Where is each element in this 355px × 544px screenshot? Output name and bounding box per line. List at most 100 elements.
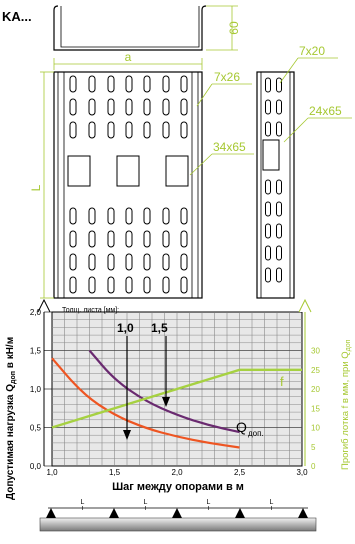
- slot: [88, 75, 96, 93]
- slot-small-label: 7x26: [214, 70, 240, 84]
- beam: [39, 517, 317, 532]
- slot: [88, 253, 96, 271]
- slot: [69, 121, 77, 139]
- tray-side-view: [256, 71, 295, 299]
- y-axis-arrow: [37, 298, 51, 313]
- side-slot: [265, 179, 271, 195]
- slot: [107, 253, 115, 271]
- slot: [180, 207, 188, 225]
- y2-tick-label: 20: [311, 385, 320, 394]
- slot: [107, 207, 115, 225]
- tray-profile: [53, 5, 207, 51]
- y-tick-label: 2,0: [30, 308, 42, 317]
- slot: [180, 230, 188, 248]
- slot: [125, 276, 133, 294]
- slot: [107, 121, 115, 139]
- x-tick-labels: 1,0 1,5 2,0 2,5 3,0: [46, 468, 308, 477]
- side-slot-small-callout: 7x20: [279, 44, 338, 84]
- height-label: 60: [227, 21, 241, 35]
- slot: [69, 75, 77, 93]
- series-lines: [51, 349, 302, 449]
- side-slot-small-label: 7x20: [299, 44, 325, 58]
- slot: [69, 207, 77, 225]
- slot: [107, 276, 115, 294]
- support-triangle: [109, 508, 119, 518]
- support-triangle: [235, 508, 245, 518]
- slot: [162, 98, 170, 116]
- slot: [88, 207, 96, 225]
- y-tick-label: 0,0: [30, 462, 42, 471]
- slot-large-callout: 34x65: [189, 140, 254, 176]
- slot: [125, 121, 133, 139]
- slot: [69, 253, 77, 271]
- y2-tick-labels: 0 5 10 15 20 25 30: [311, 347, 320, 472]
- side-slot: [265, 267, 271, 283]
- side-slot: [276, 121, 282, 137]
- y2-axis-title: Прогиб лотка f в мм, при Qдоп: [340, 339, 352, 470]
- side-slot: [265, 245, 271, 261]
- series-0-line: [51, 357, 240, 449]
- side-slot: [265, 99, 271, 115]
- slot: [125, 253, 133, 271]
- thickness-marker-1: 1,0: [117, 321, 134, 440]
- height-dimension: 60: [206, 5, 241, 51]
- load-chart: Толщ. листа [мм]: 0,0 0,5 1,0 1,5 2,0 0 5 10 15…: [5, 298, 352, 500]
- slot: [125, 207, 133, 225]
- side-slot: [276, 267, 282, 283]
- span-label: L: [81, 499, 85, 506]
- slot: [88, 230, 96, 248]
- slot: [162, 253, 170, 271]
- slot: [88, 276, 96, 294]
- slot: [69, 230, 77, 248]
- width-label: a: [125, 50, 132, 64]
- slot: [125, 230, 133, 248]
- x-axis-title: Шаг между опорами в м: [112, 481, 244, 493]
- slot: [125, 75, 133, 93]
- slot: [180, 276, 188, 294]
- side-large-slot: [262, 139, 280, 171]
- slot: [180, 98, 188, 116]
- slot: [69, 276, 77, 294]
- y-tick-labels: 0,0 0,5 1,0 1,5 2,0: [30, 308, 52, 471]
- slot: [180, 75, 188, 93]
- support-triangle: [298, 508, 308, 518]
- thickness-value-2: 1,5: [151, 321, 168, 335]
- slot: [69, 98, 77, 116]
- slot: [107, 98, 115, 116]
- x-tick-label: 2,5: [234, 468, 246, 477]
- side-slot: [276, 99, 282, 115]
- slot: [162, 230, 170, 248]
- slot: [143, 207, 151, 225]
- slot: [143, 230, 151, 248]
- large-slot: [165, 155, 189, 187]
- side-slot: [276, 77, 282, 93]
- span-label: L: [144, 499, 148, 506]
- side-slot: [276, 179, 282, 195]
- x-tick-label: 1,5: [109, 468, 121, 477]
- f-label: f: [280, 374, 284, 389]
- y2-tick-label: 10: [311, 424, 320, 433]
- slot: [143, 98, 151, 116]
- length-label: L: [29, 184, 43, 191]
- slot-small-callout: 7x26: [196, 70, 252, 107]
- slot: [162, 276, 170, 294]
- thickness-value-1: 1,0: [117, 321, 134, 335]
- thickness-label: Толщ. листа [мм]:: [62, 307, 119, 314]
- side-slot: [276, 201, 282, 217]
- side-slot: [265, 121, 271, 137]
- side-slot: [265, 223, 271, 239]
- slot: [143, 121, 151, 139]
- side-slot: [265, 77, 271, 93]
- y-tick-label: 1,5: [30, 347, 42, 356]
- slot: [162, 75, 170, 93]
- slot-large-label: 34x65: [213, 140, 246, 154]
- slot: [107, 230, 115, 248]
- slot: [143, 253, 151, 271]
- side-slot-large-label: 24x65: [309, 104, 342, 118]
- span-label: L: [207, 499, 211, 506]
- side-slot: [276, 223, 282, 239]
- large-slot: [67, 155, 91, 187]
- side-slot-large-callout: 24x65: [283, 104, 352, 143]
